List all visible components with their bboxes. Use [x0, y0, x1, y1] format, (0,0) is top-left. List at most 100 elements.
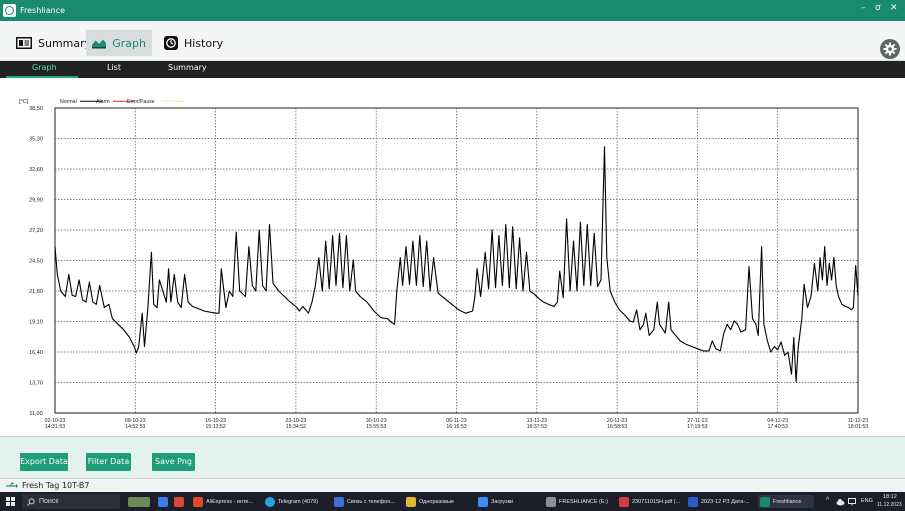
app-shortcut-icon	[158, 496, 168, 507]
chart-area: 38,50 35,30 32,60 29,90 27,20 24,50 21,80 19,10…	[0, 78, 905, 436]
taskbar-item-label: Telegram (4079)	[278, 498, 319, 505]
restore-button[interactable]: ơ	[875, 3, 881, 13]
active-subtab-indicator	[6, 76, 78, 78]
export-data-button[interactable]: Export Data	[20, 453, 68, 471]
browser-icon	[193, 496, 203, 507]
x-tick-label-time: 16:16:53	[446, 424, 466, 430]
history-icon	[164, 36, 178, 50]
y-tick-label: 16,40	[29, 350, 43, 356]
subtab-summary[interactable]: Summary	[168, 63, 207, 72]
phone-link-icon	[334, 496, 344, 507]
app-logo-icon	[3, 4, 16, 17]
x-tick-label-time: 17:19:53	[687, 424, 707, 430]
series-line-normal[interactable]	[54, 146, 859, 383]
x-tick-label-time: 14:52:53	[125, 424, 145, 430]
tab-graph[interactable]: Graph	[86, 30, 152, 56]
title-bar: Freshliance – ơ ✕	[0, 0, 905, 21]
taskbar-item-label: 2023-12 РЗ Дата-...	[701, 498, 750, 505]
taskbar-item[interactable]: Загрузки	[478, 495, 536, 508]
taskbar-item[interactable]: Telegram (4079)	[265, 495, 327, 508]
usb-icon	[6, 482, 18, 488]
x-tick-label-time: 17:40:53	[768, 424, 788, 430]
filter-data-button[interactable]: Filter Data	[86, 453, 131, 471]
view-subtabs: Graph List Summary	[0, 61, 905, 78]
close-button[interactable]: ✕	[890, 3, 898, 13]
tab-history-label: History	[184, 36, 224, 50]
taskbar-app-icon[interactable]	[174, 495, 187, 508]
search-icon	[27, 497, 35, 506]
tray-language[interactable]: ENG	[861, 498, 873, 504]
taskbar-item-label: Связь с телефон...	[347, 498, 395, 505]
os-taskbar: Поиск AliExpress - инте... Telegram (407…	[0, 492, 905, 511]
x-tick-label-date: 27-11-23	[687, 418, 707, 424]
tab-summary[interactable]: Summary	[10, 30, 97, 56]
temperature-chart[interactable]: 38,50 35,30 32,60 29,90 27,20 24,50 21,80 19,10…	[0, 78, 905, 436]
window-title: Freshliance	[20, 6, 66, 15]
windows-start-icon[interactable]	[6, 497, 15, 506]
cloud-icon[interactable]	[836, 498, 845, 506]
minimize-button[interactable]: –	[861, 3, 866, 13]
taskbar-item-label: FRESHLIANCE (E:)	[559, 498, 608, 505]
graph-icon	[92, 39, 107, 49]
taskbar-search-input[interactable]: Поиск	[22, 494, 120, 509]
action-bar: Export Data Filter Data Save Png	[0, 436, 905, 478]
main-toolbar: Summary Graph History	[0, 21, 905, 61]
y-tick-label: 24,50	[29, 259, 43, 265]
x-tick-label-date: 11-12-23	[848, 418, 868, 424]
tray-chevron-icon[interactable]: ^	[826, 497, 830, 504]
taskbar-item[interactable]: 2023-12 РЗ Дата-...	[688, 495, 756, 508]
tray-clock-date[interactable]: 11.12.2023	[877, 502, 902, 508]
pdf-icon	[619, 496, 629, 507]
y-tick-label: 11,00	[29, 411, 42, 417]
taskbar-item[interactable]: 230711015H.pdf (...	[619, 495, 687, 508]
tray-clock-time[interactable]: 18:12	[883, 494, 897, 500]
legend-label: Error/Pause	[127, 99, 155, 105]
network-icon[interactable]	[848, 498, 857, 506]
tab-graph-label: Graph	[112, 36, 146, 50]
x-tick-label-time: 16:37:53	[527, 424, 547, 430]
y-tick-label: 35,30	[29, 137, 43, 143]
taskbar-item[interactable]: AliExpress - инте...	[193, 495, 255, 508]
taskbar-item[interactable]: Одноразовые	[406, 495, 468, 508]
download-icon	[478, 496, 488, 507]
summary-icon	[16, 37, 32, 49]
x-tick-label-time: 15:55:53	[366, 424, 386, 430]
taskbar-item-active[interactable]: Freshliance	[758, 495, 814, 508]
taskbar-item-label: AliExpress - инте...	[206, 498, 254, 505]
app-shortcut-icon	[174, 496, 184, 507]
y-tick-label: 32,60	[29, 167, 43, 173]
taskbar-item[interactable]: FRESHLIANCE (E:)	[546, 495, 614, 508]
x-tick-label-date: 20-11-23	[607, 418, 627, 424]
x-tick-label-date: 30-10-23	[366, 418, 387, 424]
settings-button[interactable]	[880, 39, 900, 59]
tab-summary-label: Summary	[38, 36, 92, 50]
word-icon	[688, 496, 698, 507]
taskbar-app-icon[interactable]	[158, 495, 171, 508]
taskbar-item[interactable]: Связь с телефон...	[334, 495, 398, 508]
legend-label: Normal	[60, 99, 77, 105]
taskbar-item-label: Одноразовые	[419, 498, 454, 505]
subtab-list[interactable]: List	[107, 63, 121, 72]
x-tick-label-date: 09-10-23	[125, 418, 146, 424]
taskbar-widget-icon[interactable]	[128, 495, 153, 508]
y-unit-label: [°C]	[19, 99, 29, 105]
x-tick-label-time: 15:13:52	[205, 424, 225, 430]
tab-history[interactable]: History	[158, 30, 229, 56]
gear-icon	[883, 42, 897, 56]
x-tick-label-date: 02-10-23	[45, 418, 66, 424]
status-bar: Fresh Tag 10T-B7	[0, 478, 905, 492]
taskbar-item-label: 230711015H.pdf (...	[632, 498, 681, 505]
taskbar-item-label: Freshliance	[773, 498, 802, 505]
taskbar-item-label: Загрузки	[491, 498, 514, 505]
save-png-button[interactable]: Save Png	[152, 453, 195, 471]
freshliance-icon	[760, 496, 770, 507]
x-tick-label-time: 15:34:52	[286, 424, 306, 430]
search-placeholder: Поиск	[39, 498, 59, 505]
y-tick-label: 38,50	[29, 106, 43, 112]
y-tick-label: 19,10	[29, 320, 43, 326]
x-tick-label-time: 18:01:53	[848, 424, 868, 430]
subtab-graph[interactable]: Graph	[32, 63, 57, 72]
x-tick-label-date: 13-11-23	[527, 418, 547, 424]
y-tick-label: 13,70	[29, 381, 43, 387]
